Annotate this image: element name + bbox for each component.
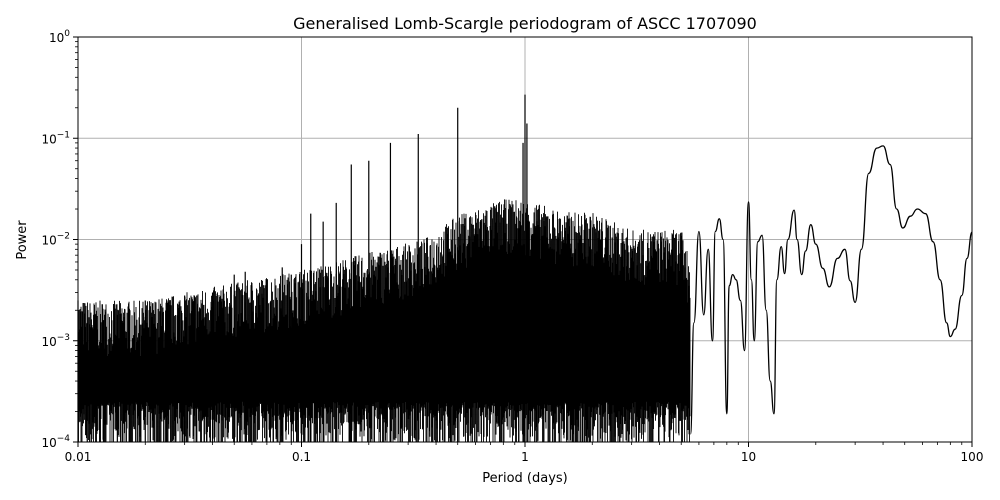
x-tick-label: 10: [741, 450, 756, 464]
x-tick-label: 100: [961, 450, 984, 464]
y-tick-label: 10−2: [41, 232, 70, 248]
y-axis-label: Power: [15, 220, 30, 260]
x-tick-label: 0.01: [65, 450, 92, 464]
x-axis-label: Period (days): [482, 471, 568, 486]
x-tick-label: 1: [521, 450, 529, 464]
periodogram-line: [689, 145, 973, 435]
y-tick-label: 10−4: [41, 434, 70, 450]
y-tick-label: 10−1: [41, 130, 70, 146]
x-tick-label: 0.1: [292, 450, 311, 464]
y-tick-label: 10−3: [41, 333, 70, 349]
y-tick-label: 100: [49, 29, 70, 45]
chart-title: Generalised Lomb-Scargle periodogram of …: [293, 14, 757, 33]
